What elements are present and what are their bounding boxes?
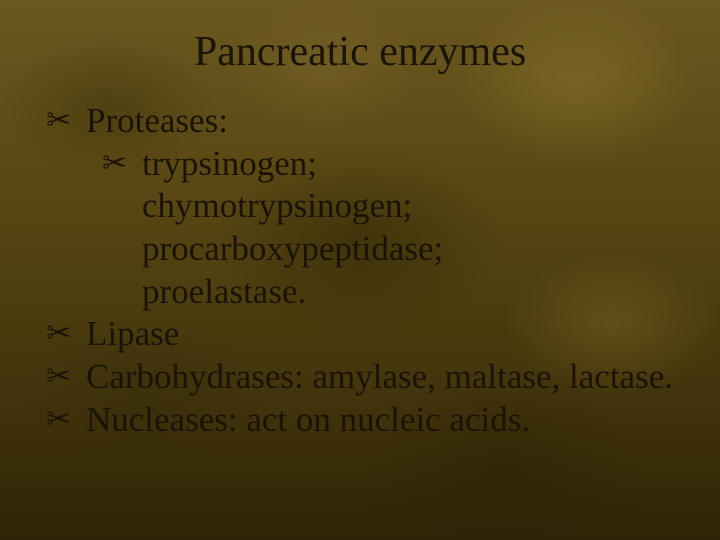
- bullet-line-lipase: ✂ Lipase: [46, 313, 674, 356]
- bullet-line-trypsinogen: ✂ trypsinogen;: [46, 143, 674, 186]
- text-proelastase: proelastase.: [142, 271, 674, 314]
- slide: Pancreatic enzymes ✂ Proteases: ✂ trypsi…: [0, 0, 720, 540]
- slide-title: Pancreatic enzymes: [46, 28, 674, 76]
- scissors-icon: ✂: [46, 313, 86, 354]
- text-trypsinogen: trypsinogen;: [142, 143, 674, 186]
- text-procarboxy: procarboxypeptidase;: [142, 228, 674, 271]
- scissors-icon: ✂: [46, 356, 86, 397]
- line-procarboxy: procarboxypeptidase;: [46, 228, 674, 271]
- scissors-icon: ✂: [46, 399, 86, 440]
- text-nucleases: Nucleases: act on nucleic acids.: [86, 399, 674, 442]
- bullet-line-nucleases: ✂ Nucleases: act on nucleic acids.: [46, 399, 674, 442]
- bullet-line-proteases: ✂ Proteases:: [46, 100, 674, 143]
- text-chymo: chymotrypsinogen;: [142, 185, 674, 228]
- text-proteases: Proteases:: [86, 100, 674, 143]
- scissors-icon: ✂: [102, 143, 142, 184]
- text-carbohydrases: Carbohydrases: amylase, maltase, lactase…: [86, 356, 674, 399]
- slide-body: ✂ Proteases: ✂ trypsinogen; chymotrypsin…: [46, 100, 674, 442]
- line-chymo: chymotrypsinogen;: [46, 185, 674, 228]
- bullet-line-carbohydrases: ✂ Carbohydrases: amylase, maltase, lacta…: [46, 356, 674, 399]
- line-proelastase: proelastase.: [46, 271, 674, 314]
- scissors-icon: ✂: [46, 100, 86, 141]
- text-lipase: Lipase: [86, 313, 674, 356]
